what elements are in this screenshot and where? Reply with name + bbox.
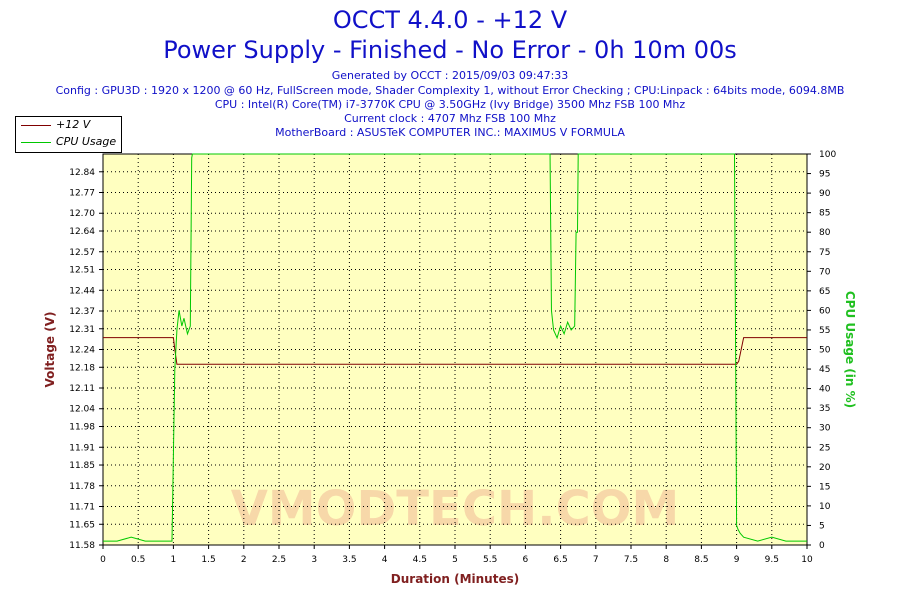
x-tick-label: 6.5 [553, 555, 567, 565]
x-tick-label: 6 [523, 555, 529, 565]
y-right-tick-label: 30 [819, 424, 831, 434]
x-tick-label: 0 [100, 555, 106, 565]
y-left-tick-label: 12.44 [69, 286, 95, 296]
y-right-axis-title: CPU Usage (in %) [843, 291, 857, 408]
y-left-tick-label: 12.04 [69, 405, 95, 415]
y-left-tick-label: 12.70 [69, 209, 95, 219]
x-tick-label: 10 [801, 555, 813, 565]
y-right-tick-label: 15 [819, 482, 830, 492]
info-cpu: CPU : Intel(R) Core(TM) i7-3770K CPU @ 3… [214, 98, 686, 111]
x-tick-label: 4 [382, 555, 388, 565]
y-right-tick-label: 90 [819, 189, 831, 199]
legend-item-cpu: CPU Usage [16, 135, 121, 151]
y-right-tick-label: 100 [819, 150, 836, 160]
y-left-tick-label: 11.58 [69, 541, 95, 551]
x-tick-label: 3 [311, 555, 317, 565]
y-right-tick-label: 25 [819, 443, 830, 453]
x-tick-label: 7 [593, 555, 599, 565]
y-left-tick-label: 11.85 [69, 461, 95, 471]
x-tick-label: 9.5 [765, 555, 779, 565]
y-right-tick-label: 0 [819, 541, 825, 551]
y-left-axis-title: Voltage (V) [43, 312, 57, 388]
legend-item-voltage: +12 V [16, 118, 121, 134]
x-tick-label: 7.5 [624, 555, 638, 565]
legend-label-cpu: CPU Usage [56, 135, 117, 148]
x-axis-title: Duration (Minutes) [391, 572, 519, 586]
y-left-tick-label: 12.24 [69, 346, 95, 356]
x-tick-label: 8.5 [694, 555, 708, 565]
y-right-tick-label: 20 [819, 463, 831, 473]
legend-swatch-voltage [21, 125, 51, 126]
x-tick-label: 2 [241, 555, 247, 565]
y-right-tick-label: 80 [819, 228, 831, 238]
y-left-tick-label: 12.31 [69, 325, 95, 335]
y-left-tick-label: 11.71 [69, 502, 95, 512]
legend: +12 V CPU Usage [15, 116, 122, 153]
y-left-tick-label: 12.57 [69, 248, 95, 258]
x-tick-label: 8 [663, 555, 669, 565]
y-left-tick-label: 12.84 [69, 168, 95, 178]
y-right-tick-label: 45 [819, 365, 830, 375]
x-tick-label: 1 [171, 555, 177, 565]
series-line-cpu [103, 153, 807, 542]
legend-label-voltage: +12 V [56, 118, 91, 131]
y-left-tick-label: 11.98 [69, 423, 95, 433]
series-line-voltage [103, 337, 807, 365]
y-right-tick-label: 35 [819, 404, 830, 414]
x-tick-label: 5 [452, 555, 458, 565]
x-tick-label: 2.5 [272, 555, 286, 565]
x-tick-label: 4.5 [413, 555, 427, 565]
x-tick-label: 0.5 [131, 555, 145, 565]
info-config: Config : GPU3D : 1920 x 1200 @ 60 Hz, Fu… [55, 84, 845, 97]
y-right-tick-label: 85 [819, 209, 830, 219]
info-motherboard: MotherBoard : ASUSTeK COMPUTER INC.: MAX… [275, 126, 625, 139]
chart-title: OCCT 4.4.0 - +12 V [332, 6, 568, 34]
y-right-tick-label: 65 [819, 287, 830, 297]
y-left-tick-label: 12.11 [69, 384, 95, 394]
watermark-text: VMODTECH.COM [231, 481, 680, 537]
y-right-tick-label: 55 [819, 326, 830, 336]
y-left-tick-label: 11.65 [69, 520, 95, 530]
x-tick-label: 9 [734, 555, 740, 565]
x-tick-label: 1.5 [201, 555, 215, 565]
chart-subtitle: Power Supply - Finished - No Error - 0h … [163, 36, 737, 64]
y-left-tick-label: 12.37 [69, 307, 95, 317]
y-left-tick-label: 12.77 [69, 189, 95, 199]
y-left-tick-label: 11.91 [69, 443, 95, 453]
y-right-tick-label: 95 [819, 170, 830, 180]
y-right-tick-label: 60 [819, 306, 831, 316]
info-clock: Current clock : 4707 Mhz FSB 100 Mhz [344, 112, 556, 125]
x-tick-label: 5.5 [483, 555, 497, 565]
y-left-tick-label: 12.51 [69, 266, 95, 276]
y-left-tick-label: 12.64 [69, 227, 95, 237]
y-right-tick-label: 70 [819, 267, 831, 277]
x-tick-label: 3.5 [342, 555, 356, 565]
y-left-tick-label: 12.18 [69, 363, 95, 373]
info-generated: Generated by OCCT : 2015/09/03 09:47:33 [331, 69, 569, 82]
y-left-tick-label: 11.78 [69, 482, 95, 492]
y-right-tick-label: 50 [819, 346, 831, 356]
y-right-tick-label: 5 [819, 521, 825, 531]
legend-swatch-cpu [21, 142, 51, 143]
y-right-tick-label: 75 [819, 248, 830, 258]
y-right-tick-label: 10 [819, 502, 831, 512]
y-right-tick-label: 40 [819, 385, 831, 395]
